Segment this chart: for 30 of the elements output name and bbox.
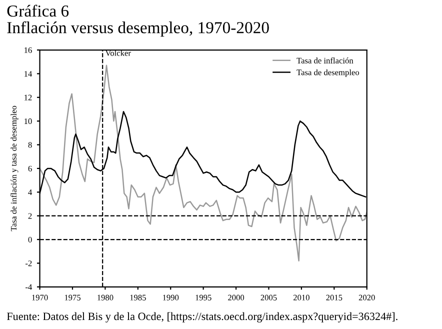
y-tick-label: 10 [24, 118, 32, 124]
legend-label: Tasa de desempleo [296, 69, 360, 77]
y-axis-title: Tasa de inflación y tasa de desempleo [10, 106, 18, 232]
x-tick-label: 1980 [98, 294, 114, 300]
x-tick-label: 1995 [196, 294, 212, 300]
x-tick-label: 2000 [228, 294, 244, 300]
x-tick-label: 1970 [32, 294, 48, 300]
x-tick-label: 2015 [326, 294, 342, 300]
x-tick-label: 2020 [358, 294, 375, 300]
y-tick-label: 12 [24, 94, 32, 100]
chart-subtitle: Inflación versus desempleo, 1970-2020 [7, 21, 269, 37]
y-tick-label: 2 [28, 213, 32, 219]
y-tick-label: 16 [24, 47, 32, 53]
y-tick-label: 4 [28, 190, 32, 196]
y-tick-label: -4 [26, 284, 32, 290]
ref-line-label: Volcker [105, 50, 131, 56]
x-tick-label: 2005 [260, 294, 277, 300]
x-tick-label: 2010 [293, 294, 310, 300]
x-tick-label: 1975 [64, 294, 80, 300]
source-note: Fuente: Datos del Bis y de la Ocde, [https://stats.oecd.org/index.aspx?queryid=36324#]. [6, 312, 398, 322]
chart-title: Gráfica 6 [7, 4, 69, 17]
y-tick-label: 6 [28, 166, 32, 172]
y-tick-label: 0 [28, 236, 32, 242]
legend-label: Tasa de inflación [296, 57, 354, 64]
x-tick-label: 1985 [130, 294, 146, 300]
y-tick-label: 8 [28, 142, 32, 148]
x-tick-label: 1990 [163, 294, 179, 300]
line-series [40, 64, 367, 262]
y-tick-label: 14 [24, 71, 32, 77]
y-tick-label: -2 [26, 260, 32, 266]
